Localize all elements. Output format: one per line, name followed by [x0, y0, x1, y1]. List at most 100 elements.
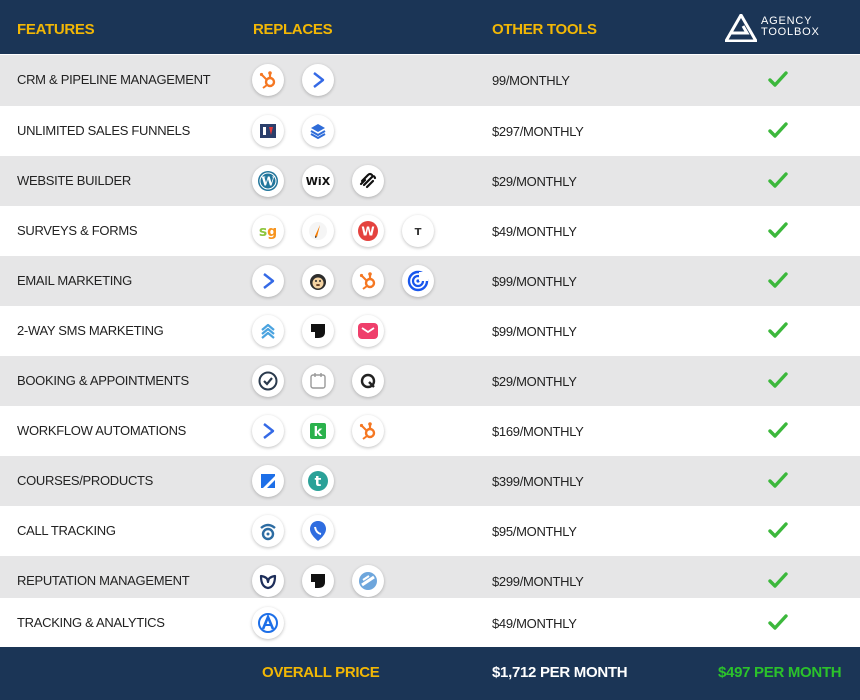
- included-check-icon: [768, 614, 788, 630]
- teachable-icon: t: [302, 465, 334, 497]
- feature-name: SURVEYS & FORMS: [17, 223, 138, 238]
- constant-contact-icon: [402, 265, 434, 297]
- svg-text:sg: sg: [259, 224, 277, 240]
- svg-text:T: T: [415, 227, 422, 238]
- features-column-header: FEATURES: [17, 21, 95, 38]
- included-check-icon: [768, 422, 788, 438]
- table-row: REPUTATION MANAGEMENT $299/MONTHLY: [0, 556, 860, 598]
- table-row: BOOKING & APPOINTMENTS $29/MONTHLY: [0, 356, 860, 406]
- wufoo-icon: W: [352, 215, 384, 247]
- calltrackingmetrics-icon: [302, 515, 334, 547]
- kajabi-icon: [252, 465, 284, 497]
- feature-name: EMAIL MARKETING: [17, 273, 132, 288]
- table-row: WORKFLOW AUTOMATIONS k $169/MONTHLY: [0, 406, 860, 456]
- feature-name: CRM & PIPELINE MANAGEMENT: [17, 72, 211, 87]
- included-check-icon: [768, 71, 788, 87]
- agency-toolbox-logo-icon: [725, 14, 757, 42]
- feature-name: 2-WAY SMS MARKETING: [17, 323, 164, 338]
- oncehub-icon: [352, 365, 384, 397]
- activecampaign-icon: [252, 415, 284, 447]
- feature-name: COURSES/PRODUCTS: [17, 473, 154, 488]
- activecampaign-icon: [302, 64, 334, 96]
- replaces-column-header: REPLACES: [253, 21, 333, 38]
- agency-toolbox-price: $497 PER MONTH: [718, 664, 842, 681]
- acuity-icon: [252, 365, 284, 397]
- included-check-icon: [768, 272, 788, 288]
- leadpages-icon: [302, 115, 334, 147]
- podium-icon: [302, 565, 334, 597]
- hubspot-icon: [352, 265, 384, 297]
- typeform-icon: T: [402, 215, 434, 247]
- feature-name: CALL TRACKING: [17, 523, 116, 538]
- feature-name: BOOKING & APPOINTMENTS: [17, 373, 189, 388]
- calendly-icon: [302, 365, 334, 397]
- hubspot-icon: [352, 415, 384, 447]
- table-row: CALL TRACKING $95/MONTHLY: [0, 506, 860, 556]
- textline-icon: [252, 315, 284, 347]
- included-check-icon: [768, 172, 788, 188]
- feature-name: UNLIMITED SALES FUNNELS: [17, 123, 190, 138]
- table-row: WEBSITE BUILDER W WiX $29/MONTHLY: [0, 156, 860, 206]
- table-row: 2-WAY SMS MARKETING $99/MONTHLY: [0, 306, 860, 356]
- included-check-icon: [768, 572, 788, 588]
- feature-name: WORKFLOW AUTOMATIONS: [17, 423, 187, 438]
- simpletexting-icon: [352, 315, 384, 347]
- brand-line-1: AGENCY: [761, 15, 813, 27]
- svg-text:t: t: [315, 474, 322, 490]
- svg-text:W: W: [361, 225, 374, 239]
- table-row: TRACKING & ANALYTICS $49/MONTHLY: [0, 598, 860, 647]
- other-tools-price: $95/MONTHLY: [492, 524, 577, 539]
- activecampaign-icon: [252, 265, 284, 297]
- other-tools-total: $1,712 PER MONTH: [492, 664, 628, 681]
- feature-name: TRACKING & ANALYTICS: [17, 615, 165, 630]
- included-check-icon: [768, 372, 788, 388]
- other-tools-price: 99/MONTHLY: [492, 73, 570, 88]
- included-check-icon: [768, 322, 788, 338]
- other-tools-price: $299/MONTHLY: [492, 574, 584, 589]
- hubspot-icon: [252, 64, 284, 96]
- birdeye-icon: [252, 565, 284, 597]
- table-row: EMAIL MARKETING $99/MONTHLY: [0, 256, 860, 306]
- svg-text:W: W: [260, 175, 275, 189]
- keap-icon: k: [302, 415, 334, 447]
- overall-price-label: OVERALL PRICE: [262, 664, 380, 681]
- wix-icon: WiX: [302, 165, 334, 197]
- other-tools-price: $297/MONTHLY: [492, 124, 584, 139]
- podium-icon: [302, 315, 334, 347]
- table-row: SURVEYS & FORMS sg W T $49/MONTHLY: [0, 206, 860, 256]
- wordpress-icon: W: [252, 165, 284, 197]
- feature-name: REPUTATION MANAGEMENT: [17, 573, 190, 588]
- table-row: COURSES/PRODUCTS t $399/MONTHLY: [0, 456, 860, 506]
- included-check-icon: [768, 522, 788, 538]
- table-row: CRM & PIPELINE MANAGEMENT 99/MONTHLY: [0, 55, 860, 106]
- included-check-icon: [768, 222, 788, 238]
- svg-text:k: k: [314, 425, 323, 440]
- clickfunnels-icon: [252, 115, 284, 147]
- other-tools-price: $169/MONTHLY: [492, 424, 584, 439]
- other-tools-price: $49/MONTHLY: [492, 616, 577, 631]
- other-tools-price: $99/MONTHLY: [492, 324, 577, 339]
- other-tools-price: $99/MONTHLY: [492, 274, 577, 289]
- mailchimp-icon: [302, 265, 334, 297]
- included-check-icon: [768, 472, 788, 488]
- other-tools-column-header: OTHER TOOLS: [492, 21, 597, 38]
- feature-name: WEBSITE BUILDER: [17, 173, 131, 188]
- grade-us-icon: [352, 565, 384, 597]
- surveygizmo-icon: sg: [252, 215, 284, 247]
- brand-line-2: TOOLBOX: [761, 26, 820, 38]
- squarespace-icon: [352, 165, 384, 197]
- other-tools-price: $29/MONTHLY: [492, 174, 577, 189]
- table-footer: OVERALL PRICE $1,712 PER MONTH $497 PER …: [0, 647, 860, 700]
- callrail-icon: [252, 515, 284, 547]
- google-analytics-icon: [252, 607, 284, 639]
- other-tools-price: $49/MONTHLY: [492, 224, 577, 239]
- table-header: FEATURES REPLACES OTHER TOOLS AGENCY TOO…: [0, 0, 860, 54]
- other-tools-price: $399/MONTHLY: [492, 474, 584, 489]
- other-tools-price: $29/MONTHLY: [492, 374, 577, 389]
- agency-toolbox-logo: AGENCY TOOLBOX: [725, 14, 835, 44]
- jotform-icon: [302, 215, 334, 247]
- svg-text:WiX: WiX: [306, 175, 331, 188]
- table-row: UNLIMITED SALES FUNNELS $297/MONTHLY: [0, 106, 860, 156]
- included-check-icon: [768, 122, 788, 138]
